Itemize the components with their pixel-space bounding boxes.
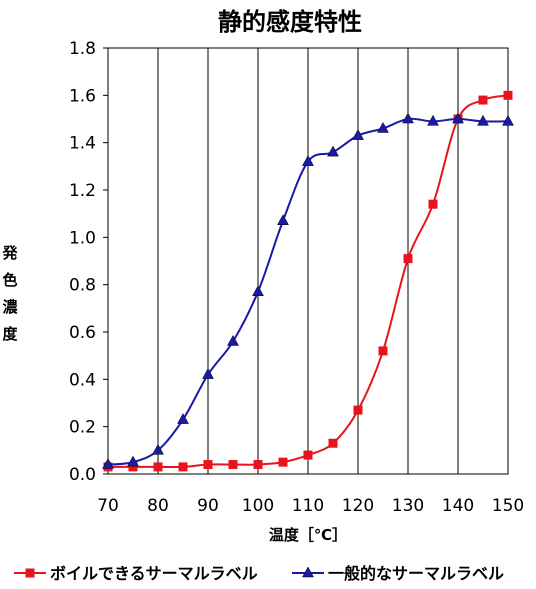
data-point-triangle xyxy=(477,114,489,126)
data-point-square xyxy=(128,462,138,472)
data-point-square xyxy=(378,346,388,356)
data-point-triangle xyxy=(377,121,389,133)
data-point-triangle xyxy=(402,112,414,124)
data-point-square xyxy=(503,90,513,100)
y-tick-label: 1.6 xyxy=(69,86,96,106)
data-point-triangle xyxy=(452,112,464,124)
y-axis-label-char: 発 xyxy=(1,244,18,262)
y-tick-label: 0.6 xyxy=(69,323,96,343)
legend-item: ボイルできるサーマルラベル xyxy=(14,564,258,583)
x-tick-label: 80 xyxy=(147,496,169,516)
x-tick-label: 120 xyxy=(342,496,374,516)
legend-item: 一般的なサーマルラベル xyxy=(292,564,504,583)
data-point-square xyxy=(353,405,363,415)
x-tick-label: 100 xyxy=(242,496,274,516)
data-point-triangle xyxy=(277,214,289,226)
data-point-triangle xyxy=(302,155,314,166)
y-tick-label: 1.0 xyxy=(69,228,96,248)
x-tick-label: 150 xyxy=(492,496,524,516)
y-axis-label-char: 色 xyxy=(2,271,17,289)
data-point-square xyxy=(478,95,488,105)
data-point-triangle xyxy=(177,413,189,424)
x-tick-label: 110 xyxy=(292,496,324,516)
y-tick-label: 0.2 xyxy=(69,418,96,438)
data-point-triangle xyxy=(252,285,264,297)
data-point-square xyxy=(403,254,413,264)
x-tick-label: 130 xyxy=(392,496,424,516)
data-point-triangle xyxy=(227,334,239,346)
data-point-square xyxy=(228,460,238,470)
axis-ticks: 70 80 90 100 110 120 130 140 150 0.0 0.2 0.4 0.6 0.8 1… xyxy=(69,39,524,516)
y-tick-label: 0.0 xyxy=(69,465,96,485)
data-point-square xyxy=(303,450,313,460)
plot-area xyxy=(107,47,509,475)
legend-label: ボイルできるサーマルラベル xyxy=(50,564,258,583)
legend: ボイルできるサーマルラベル 一般的なサーマルラベル xyxy=(14,564,504,583)
x-tick-label: 90 xyxy=(197,496,219,516)
y-axis-label-char: 度 xyxy=(2,325,18,343)
data-point-triangle xyxy=(127,455,139,467)
x-axis-label: 温度［℃］ xyxy=(269,526,347,544)
y-axis-label-char: 濃 xyxy=(2,298,18,316)
data-point-square xyxy=(25,568,35,578)
data-point-square xyxy=(153,462,163,472)
y-tick-label: 0.4 xyxy=(69,370,96,390)
data-point-square xyxy=(278,457,288,467)
data-point-square xyxy=(328,438,338,448)
y-tick-label: 1.2 xyxy=(69,181,96,201)
y-tick-label: 1.8 xyxy=(69,39,96,59)
data-point-square xyxy=(203,460,213,470)
grid xyxy=(157,48,459,474)
data-point-triangle xyxy=(202,368,214,379)
chart-title: 静的感度特性 xyxy=(218,8,362,36)
data-point-triangle xyxy=(352,129,364,140)
data-point-triangle xyxy=(427,114,439,126)
series-layer xyxy=(102,90,514,472)
y-tick-label: 0.8 xyxy=(69,276,96,296)
series-line xyxy=(108,94,509,469)
data-point-square xyxy=(428,199,438,209)
data-point-square xyxy=(178,462,188,472)
data-point-triangle xyxy=(302,566,314,578)
data-point-triangle xyxy=(102,458,114,469)
x-tick-label: 140 xyxy=(442,496,474,516)
y-tick-label: 1.4 xyxy=(69,134,96,154)
data-point-triangle xyxy=(152,443,164,455)
data-point-triangle xyxy=(502,114,514,126)
series-triangle xyxy=(102,112,514,469)
legend-label: 一般的なサーマルラベル xyxy=(328,564,504,583)
data-point-square xyxy=(253,460,263,470)
data-point-triangle xyxy=(327,145,339,157)
x-tick-label: 70 xyxy=(97,496,119,516)
